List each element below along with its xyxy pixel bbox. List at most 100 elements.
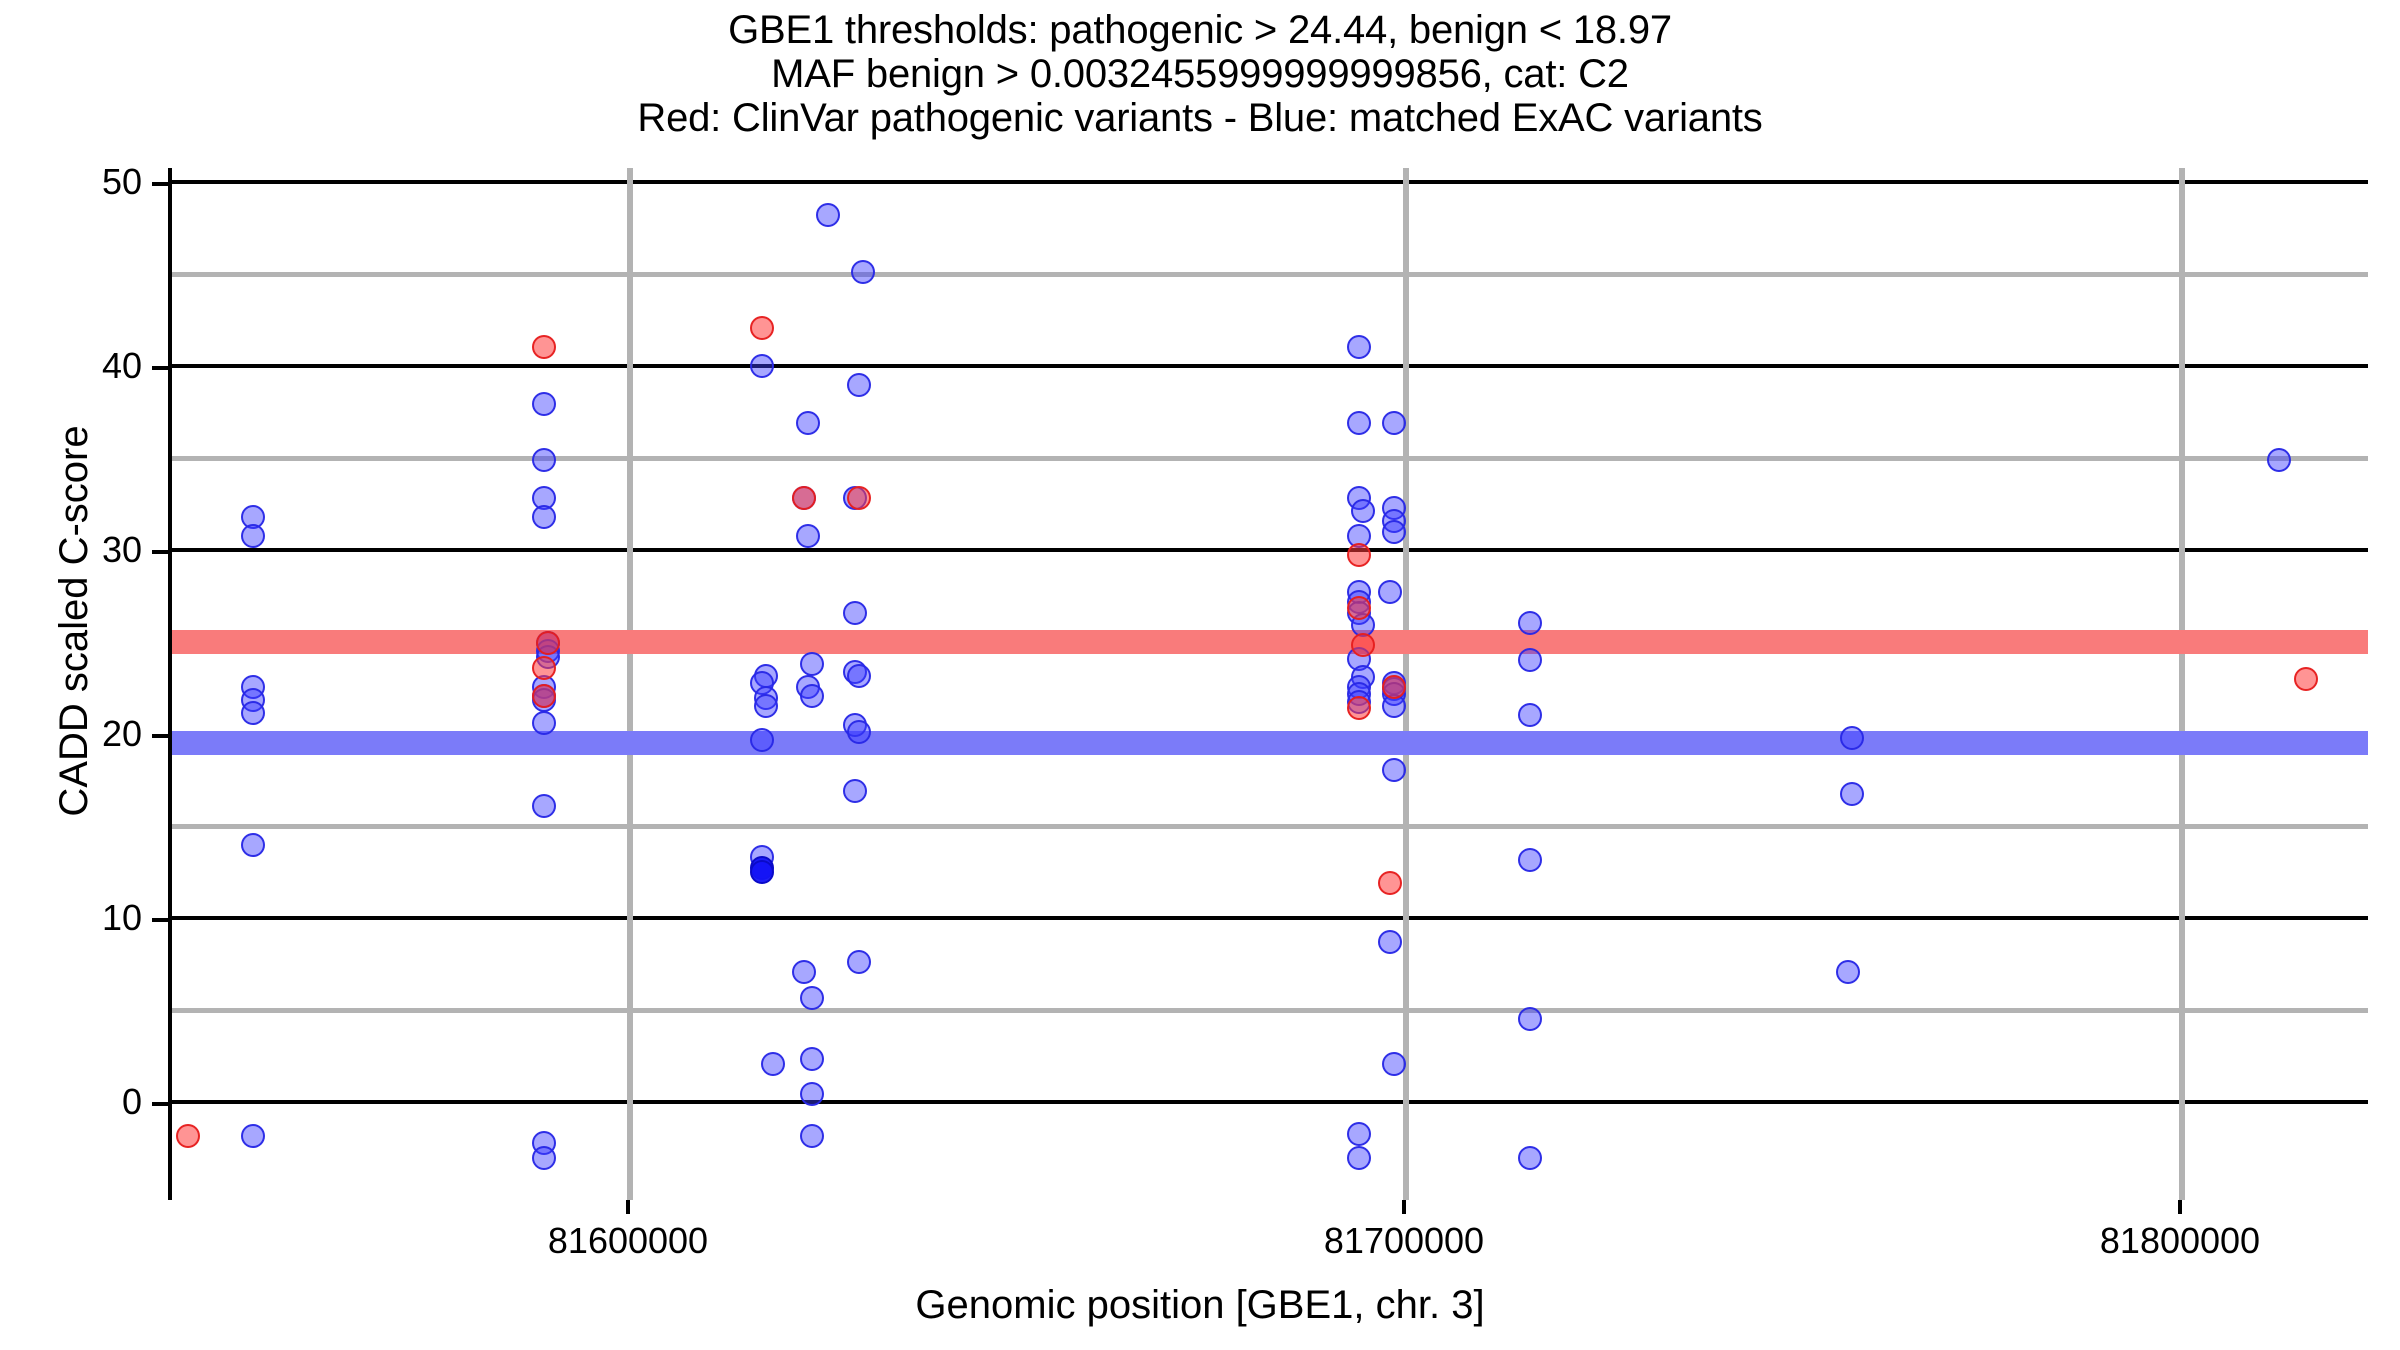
- y-tick-mark-10: [152, 918, 168, 922]
- data-point-red: [1351, 633, 1376, 658]
- data-point-blue: [846, 950, 871, 975]
- data-point-blue: [749, 727, 774, 752]
- data-point-blue: [800, 652, 825, 677]
- x-tick-mark-81800000: [2178, 1200, 2182, 1214]
- data-point-red: [1378, 871, 1403, 896]
- data-point-blue: [1839, 782, 1864, 807]
- data-point-blue: [1382, 520, 1407, 545]
- data-point-blue: [532, 448, 557, 473]
- chart-title: GBE1 thresholds: pathogenic > 24.44, ben…: [0, 8, 2400, 140]
- data-point-blue: [753, 693, 778, 718]
- x-tick-label-81700000: 81700000: [1323, 1220, 1485, 1261]
- data-point-blue: [1347, 410, 1372, 435]
- data-point-red: [536, 631, 561, 656]
- gridline-y-35: [172, 456, 2368, 461]
- scatter-points-layer: [172, 168, 2368, 1200]
- data-point-blue: [1382, 757, 1407, 782]
- data-point-blue: [1347, 1146, 1372, 1171]
- x-tick-label-81800000: 81800000: [2099, 1220, 2261, 1261]
- data-point-blue: [749, 859, 774, 884]
- data-point-red: [2293, 667, 2318, 692]
- data-point-red: [1347, 542, 1372, 567]
- x-tick-mark-81600000: [626, 1200, 630, 1214]
- data-point-blue: [842, 601, 867, 626]
- gridline-y-50: [172, 180, 2368, 184]
- chart-title-line-2: MAF benign > 0.0032455999999999856, cat:…: [771, 52, 1629, 96]
- data-point-blue: [532, 1146, 557, 1171]
- data-point-blue: [800, 986, 825, 1011]
- y-axis-spine: [168, 168, 172, 1200]
- data-point-blue: [1347, 335, 1372, 360]
- data-point-blue: [846, 720, 871, 745]
- data-point-blue: [1347, 1121, 1372, 1146]
- chart-title-line-1: GBE1 thresholds: pathogenic > 24.44, ben…: [728, 8, 1672, 52]
- gridline-y-15: [172, 824, 2368, 829]
- data-point-red: [792, 486, 817, 511]
- data-point-blue: [1517, 1146, 1542, 1171]
- data-point-blue: [800, 684, 825, 709]
- data-point-blue: [241, 523, 266, 548]
- data-point-blue: [796, 523, 821, 548]
- y-tick-label-40: 40: [101, 345, 142, 386]
- data-point-red: [175, 1123, 200, 1148]
- y-tick-mark-0: [152, 1102, 168, 1106]
- y-tick-mark-40: [152, 366, 168, 370]
- data-point-blue: [800, 1046, 825, 1071]
- gridline-y-5: [172, 1008, 2368, 1013]
- data-point-blue: [800, 1082, 825, 1107]
- gridline-y-30: [172, 548, 2368, 552]
- data-point-blue: [800, 1123, 825, 1148]
- data-point-blue: [241, 833, 266, 858]
- data-point-red: [749, 316, 774, 341]
- gridline-x-81800000: [2179, 168, 2185, 1200]
- data-point-blue: [1382, 410, 1407, 435]
- y-tick-label-0: 0: [121, 1081, 142, 1122]
- y-tick-mark-50: [152, 182, 168, 186]
- x-tick-mark-81700000: [1402, 1200, 1406, 1214]
- data-point-blue: [1517, 648, 1542, 673]
- data-point-blue: [532, 710, 557, 735]
- x-axis-title: Genomic position [GBE1, chr. 3]: [915, 1283, 1485, 1327]
- data-point-red: [1347, 695, 1372, 720]
- data-point-red: [532, 335, 557, 360]
- data-point-blue: [241, 1123, 266, 1148]
- y-tick-label-10: 10: [101, 897, 142, 938]
- x-tick-label-81600000: 81600000: [547, 1220, 709, 1261]
- data-point-blue: [241, 701, 266, 726]
- data-point-blue: [1839, 725, 1864, 750]
- data-point-blue: [1517, 703, 1542, 728]
- chart-title-line-3: Red: ClinVar pathogenic variants - Blue:…: [637, 96, 1763, 140]
- benign-threshold-band: [172, 731, 2368, 755]
- y-tick-label-20: 20: [101, 713, 142, 754]
- data-point-blue: [1517, 1006, 1542, 1031]
- y-tick-label-30: 30: [101, 529, 142, 570]
- data-point-blue: [532, 505, 557, 530]
- y-tick-mark-30: [152, 550, 168, 554]
- data-point-blue: [1351, 499, 1376, 524]
- data-point-red: [1382, 674, 1407, 699]
- data-point-blue: [532, 793, 557, 818]
- gridline-x-81600000: [627, 168, 633, 1200]
- data-point-blue: [1517, 848, 1542, 873]
- data-point-blue: [749, 354, 774, 379]
- data-point-blue: [1378, 929, 1403, 954]
- gridline-x-81700000: [1403, 168, 1409, 1200]
- data-point-blue: [792, 959, 817, 984]
- data-point-blue: [2266, 448, 2291, 473]
- data-point-red: [846, 486, 871, 511]
- gridline-y-10: [172, 916, 2368, 920]
- data-point-red: [1347, 595, 1372, 620]
- data-point-blue: [761, 1052, 786, 1077]
- data-point-blue: [1836, 959, 1861, 984]
- data-point-blue: [796, 410, 821, 435]
- data-point-blue: [1517, 610, 1542, 635]
- data-point-blue: [815, 203, 840, 228]
- y-axis-title: CADD scaled C-score: [52, 425, 96, 817]
- data-point-blue: [850, 259, 875, 284]
- data-point-blue: [532, 391, 557, 416]
- gridline-y-45: [172, 272, 2368, 277]
- data-point-red: [532, 684, 557, 709]
- gridline-y-0: [172, 1100, 2368, 1104]
- y-tick-mark-20: [152, 734, 168, 738]
